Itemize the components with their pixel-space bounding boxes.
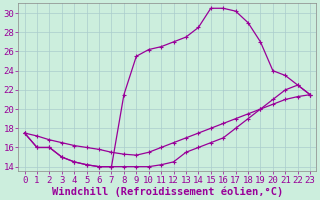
X-axis label: Windchill (Refroidissement éolien,°C): Windchill (Refroidissement éolien,°C) [52, 186, 283, 197]
